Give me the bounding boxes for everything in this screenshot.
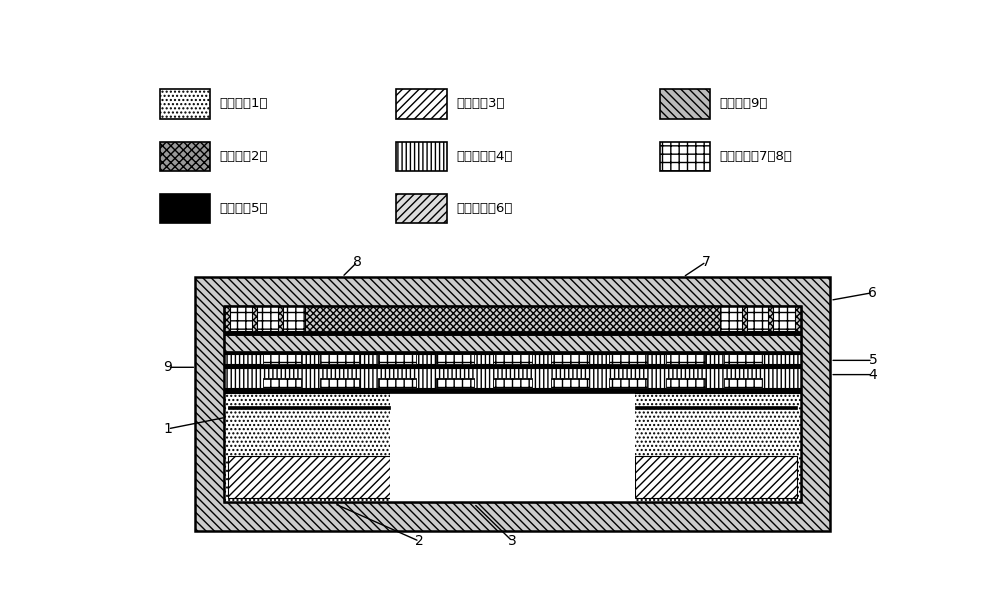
Bar xyxy=(378,354,416,364)
Bar xyxy=(436,354,474,364)
Bar xyxy=(493,378,532,388)
Bar xyxy=(378,378,416,388)
Bar xyxy=(390,392,635,502)
Text: 硅衬底（1）: 硅衬底（1） xyxy=(220,97,268,110)
Text: 底填料（2）: 底填料（2） xyxy=(220,150,268,163)
Bar xyxy=(224,331,801,335)
Bar xyxy=(224,335,801,351)
Bar xyxy=(224,335,801,351)
Bar xyxy=(224,364,801,368)
Polygon shape xyxy=(228,456,390,498)
Bar xyxy=(320,354,359,364)
Bar xyxy=(224,306,801,502)
Bar xyxy=(224,388,801,392)
Bar xyxy=(320,378,359,388)
Bar xyxy=(747,306,768,331)
Bar xyxy=(551,378,589,388)
Bar xyxy=(160,142,210,171)
Bar xyxy=(263,378,301,388)
Bar xyxy=(224,306,801,502)
Bar xyxy=(224,351,801,354)
Bar xyxy=(493,354,532,364)
Bar xyxy=(396,89,447,118)
Text: 密封层（9）: 密封层（9） xyxy=(719,97,768,110)
Bar xyxy=(160,194,210,223)
Bar xyxy=(224,368,801,388)
Bar xyxy=(224,354,801,364)
Bar xyxy=(773,306,795,331)
Text: 1: 1 xyxy=(163,422,172,436)
Text: 3: 3 xyxy=(508,534,517,548)
Bar xyxy=(660,142,710,171)
Bar xyxy=(257,306,278,331)
Text: 4: 4 xyxy=(868,368,877,381)
Text: 8: 8 xyxy=(353,255,362,269)
Text: 布线层（5）: 布线层（5） xyxy=(220,202,268,215)
Bar xyxy=(396,142,447,171)
Text: 裸芯片（3）: 裸芯片（3） xyxy=(456,97,504,110)
Bar xyxy=(436,378,474,388)
Bar xyxy=(224,306,801,351)
Bar xyxy=(396,194,447,223)
Bar xyxy=(720,306,742,331)
Text: 9: 9 xyxy=(163,360,172,375)
Bar xyxy=(609,354,647,364)
Bar xyxy=(230,306,252,331)
Text: 改性电极（7、8）: 改性电极（7、8） xyxy=(719,150,792,163)
Text: 6: 6 xyxy=(868,286,877,299)
Bar xyxy=(160,89,210,118)
Bar xyxy=(263,354,301,364)
Text: 厚金属层（6）: 厚金属层（6） xyxy=(456,202,512,215)
Bar xyxy=(724,354,762,364)
Bar xyxy=(283,306,305,331)
Bar xyxy=(195,277,830,531)
Bar xyxy=(609,378,647,388)
Bar xyxy=(666,354,705,364)
Text: 聚酰亚胺（4）: 聚酰亚胺（4） xyxy=(456,150,512,163)
Text: 5: 5 xyxy=(868,354,877,367)
Text: 2: 2 xyxy=(415,534,424,548)
Bar xyxy=(660,89,710,118)
Bar xyxy=(724,378,762,388)
Bar xyxy=(635,406,797,409)
Bar xyxy=(224,392,801,502)
Polygon shape xyxy=(635,456,797,498)
Text: 7: 7 xyxy=(702,255,711,269)
Bar xyxy=(551,354,589,364)
Bar xyxy=(666,378,705,388)
Bar xyxy=(228,406,390,409)
